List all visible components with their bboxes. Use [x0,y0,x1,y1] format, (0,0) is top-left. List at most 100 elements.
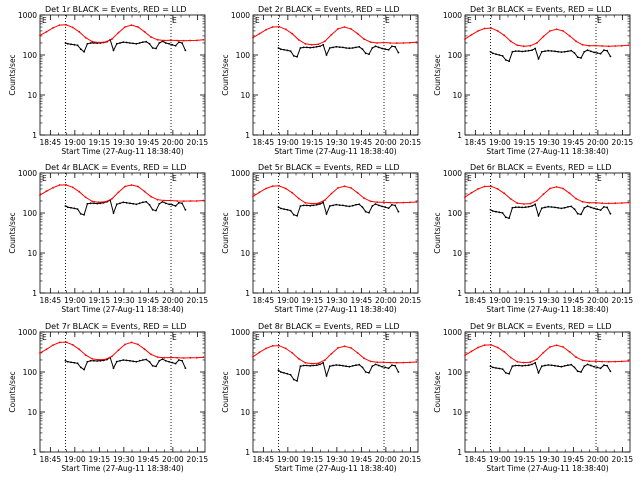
data-point-lld [376,361,379,364]
data-point-events [355,364,357,367]
data-point-events [374,363,377,366]
data-point-events [501,212,504,214]
data-point-lld [601,360,604,363]
x-tick-label: 19:30 [326,455,348,464]
data-point-lld [402,201,405,204]
data-point-events [181,42,184,44]
data-point-events [328,205,331,207]
data-point-lld [156,38,159,41]
data-point-lld [117,349,120,352]
data-point-events [299,205,302,207]
data-point-lld [464,196,466,199]
data-point-events [89,202,92,205]
x-axis-label: Start Time (27-Aug-11 18:38:40) [486,464,608,473]
data-point-events [119,202,121,205]
data-point-events [299,47,302,49]
data-point-events [312,204,315,207]
data-point-lld [39,352,41,354]
data-point-events [348,205,351,208]
y-tick-label: 100 [448,368,463,377]
data-point-events [514,364,517,367]
data-point-lld [104,41,107,43]
data-point-lld [284,187,287,190]
data-point-events [358,45,361,48]
y-tick-label: 10 [240,408,250,417]
data-point-events [328,47,331,49]
data-point-events [603,206,605,208]
x-tick-label: 19:45 [563,138,585,147]
data-point-events [518,206,520,209]
x-tick-label: 19:30 [538,138,560,147]
data-point-lld [470,33,473,36]
data-point-events [73,43,76,46]
data-point-lld [477,346,479,349]
x-tick-label: 19:15 [89,455,111,464]
data-point-lld [562,187,564,190]
data-point-lld [271,26,274,28]
data-point-events [606,206,608,209]
x-tick-label: 19:30 [326,138,348,147]
x-tick-label: 18:45 [465,138,487,147]
data-point-lld [490,27,492,29]
data-point-events [514,50,517,52]
data-point-lld [58,184,61,186]
y-tick-label: 100 [236,368,251,377]
series-line-lld [39,184,204,203]
y-axis-label: Counts/sec [433,371,442,412]
x-tick-label: 20:00 [162,296,184,305]
x-tick-label: 19:45 [138,138,160,147]
y-tick-label: 1 [245,289,250,298]
data-point-events [504,59,507,61]
data-point-events [292,55,295,57]
data-point-events [573,366,576,369]
end-marker-label: E [385,333,390,342]
data-point-events [377,364,380,367]
data-point-events [76,208,79,211]
x-tick-label: 20:15 [187,296,209,305]
data-point-events [557,365,559,368]
data-point-events [567,206,569,208]
x-tick-label: 19:45 [138,296,160,305]
data-point-events [119,42,121,44]
data-point-events [73,207,76,210]
data-point-events [174,362,177,365]
data-point-lld [284,28,287,31]
y-tick-label: 10 [452,408,462,417]
data-point-lld [620,360,623,363]
data-point-lld [111,355,113,358]
panel-9: Det 9r BLACK = Events, RED = LLD 1 10 100 10… [433,322,633,473]
data-point-events [355,203,357,206]
data-point-events [364,371,367,373]
data-point-events [335,364,338,366]
series-line-events [490,47,611,62]
data-point-lld [363,357,365,360]
data-point-events [164,359,167,362]
data-point-lld [627,44,630,47]
data-point-lld [483,185,486,188]
data-point-lld [324,199,326,202]
x-tick-label: 18:45 [253,296,275,305]
x-tick-label: 19:45 [351,455,373,464]
data-point-lld [97,41,100,44]
data-point-events [570,363,573,366]
y-tick-label: 1 [245,448,250,457]
data-point-lld [156,198,159,201]
data-point-events [397,210,400,213]
x-tick-label: 19:45 [351,296,373,305]
data-point-events [540,50,543,53]
data-point-events [381,205,383,208]
data-point-lld [84,354,87,356]
data-point-events [125,359,128,362]
data-point-events [122,201,125,204]
data-point-events [309,204,312,207]
panel-title: Det 4r BLACK = Events, RED = LLD [45,163,187,172]
data-point-lld [156,356,159,358]
y-tick-label: 100 [448,209,463,218]
data-point-events [286,372,289,375]
data-point-lld [369,200,372,203]
data-point-events [168,203,171,206]
y-axis-label: Counts/sec [8,371,17,412]
data-point-events [599,209,602,212]
data-point-lld [549,346,551,348]
x-tick-label: 20:15 [612,455,634,464]
